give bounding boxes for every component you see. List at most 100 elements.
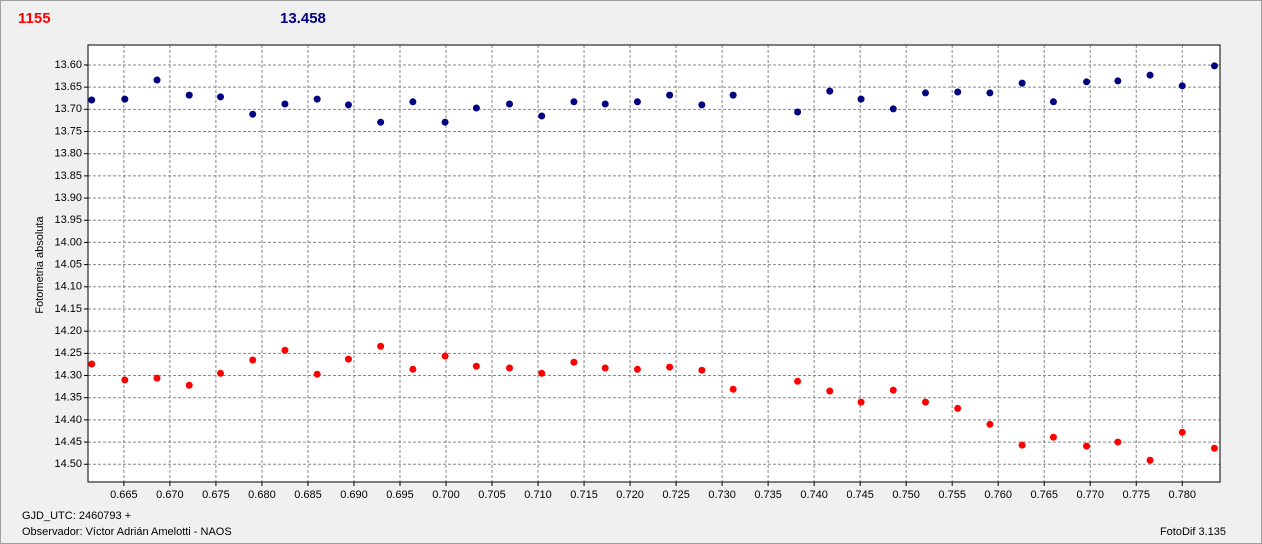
data-point <box>1146 71 1154 79</box>
y-tick-label: 14.10 <box>54 281 82 293</box>
x-tick-label: 0.670 <box>156 489 184 501</box>
data-point <box>344 355 352 363</box>
y-tick-label: 14.45 <box>54 436 82 448</box>
data-point <box>313 95 321 103</box>
data-point <box>441 352 449 360</box>
data-point <box>889 386 897 394</box>
data-point <box>1178 428 1186 436</box>
data-point <box>1210 444 1218 452</box>
data-point <box>538 369 546 377</box>
data-point <box>538 112 546 120</box>
x-tick-label: 0.755 <box>938 489 966 501</box>
data-point <box>1146 456 1154 464</box>
x-tick-label: 0.685 <box>294 489 322 501</box>
x-tick-label: 0.740 <box>800 489 828 501</box>
data-point <box>153 374 161 382</box>
data-point <box>666 91 674 99</box>
data-point <box>601 364 609 372</box>
data-point <box>472 104 480 112</box>
data-point <box>249 356 257 364</box>
data-point <box>954 404 962 412</box>
y-tick-label: 14.15 <box>54 303 82 315</box>
data-point <box>1018 441 1026 449</box>
data-point <box>472 362 480 370</box>
x-tick-label: 0.715 <box>570 489 598 501</box>
x-tick-label: 0.705 <box>478 489 506 501</box>
data-point <box>794 108 802 116</box>
data-point <box>121 95 129 103</box>
data-point <box>1049 98 1057 106</box>
x-tick-label: 0.780 <box>1169 489 1197 501</box>
data-point <box>1049 433 1057 441</box>
y-tick-label: 13.90 <box>54 192 82 204</box>
data-point <box>921 398 929 406</box>
data-point <box>729 385 737 393</box>
data-point <box>281 100 289 108</box>
data-point <box>506 364 514 372</box>
x-tick-label: 0.720 <box>616 489 644 501</box>
y-tick-label: 13.65 <box>54 81 82 93</box>
data-point <box>921 89 929 97</box>
data-point <box>1178 82 1186 90</box>
x-tick-label: 0.700 <box>432 489 460 501</box>
data-point <box>698 101 706 109</box>
data-point <box>1114 77 1122 85</box>
data-point <box>121 376 129 384</box>
data-point <box>409 98 417 106</box>
y-axis-label: Fotometria absoluta <box>34 216 46 314</box>
x-tick-label: 0.775 <box>1122 489 1150 501</box>
data-point <box>313 370 321 378</box>
plot-border <box>87 44 1221 483</box>
footer-text: Observador: Víctor Adrián Amelotti - NAO… <box>22 526 232 538</box>
data-point <box>1210 62 1218 70</box>
data-point <box>794 377 802 385</box>
y-tick-label: 14.00 <box>54 236 82 248</box>
data-point <box>88 96 96 104</box>
data-point <box>986 420 994 428</box>
y-tick-label: 14.20 <box>54 325 82 337</box>
header-value: 13.458 <box>280 10 326 27</box>
data-point <box>344 101 352 109</box>
y-tick-label: 13.80 <box>54 148 82 160</box>
x-tick-label: 0.680 <box>248 489 276 501</box>
y-tick-label: 14.35 <box>54 392 82 404</box>
data-point <box>441 118 449 126</box>
data-point <box>185 91 193 99</box>
data-point <box>570 358 578 366</box>
data-point <box>153 76 161 84</box>
data-point <box>601 100 609 108</box>
data-point <box>377 118 385 126</box>
y-tick-label: 13.60 <box>54 59 82 71</box>
y-tick-label: 14.30 <box>54 369 82 381</box>
y-tick-label: 13.70 <box>54 103 82 115</box>
data-point <box>633 365 641 373</box>
x-tick-label: 0.665 <box>110 489 138 501</box>
data-point <box>666 363 674 371</box>
data-point <box>826 87 834 95</box>
data-point <box>1083 442 1091 450</box>
data-point <box>857 398 865 406</box>
y-tick-label: 13.85 <box>54 170 82 182</box>
data-point <box>1018 79 1026 87</box>
x-tick-label: 0.750 <box>892 489 920 501</box>
data-point <box>1114 438 1122 446</box>
x-tick-label: 0.760 <box>984 489 1012 501</box>
data-point <box>377 342 385 350</box>
data-point <box>217 93 225 101</box>
footer-version: FotoDif 3.135 <box>1160 526 1226 538</box>
data-point <box>729 91 737 99</box>
data-point <box>889 105 897 113</box>
data-point <box>217 369 225 377</box>
data-point <box>1083 78 1091 86</box>
y-tick-label: 14.25 <box>54 347 82 359</box>
data-point <box>185 381 193 389</box>
x-tick-label: 0.725 <box>662 489 690 501</box>
x-tick-label: 0.765 <box>1030 489 1058 501</box>
x-tick-label: 0.730 <box>708 489 736 501</box>
data-point <box>857 95 865 103</box>
x-tick-label: 0.675 <box>202 489 230 501</box>
x-tick-label: 0.695 <box>386 489 414 501</box>
header-value: 1155 <box>18 10 51 27</box>
